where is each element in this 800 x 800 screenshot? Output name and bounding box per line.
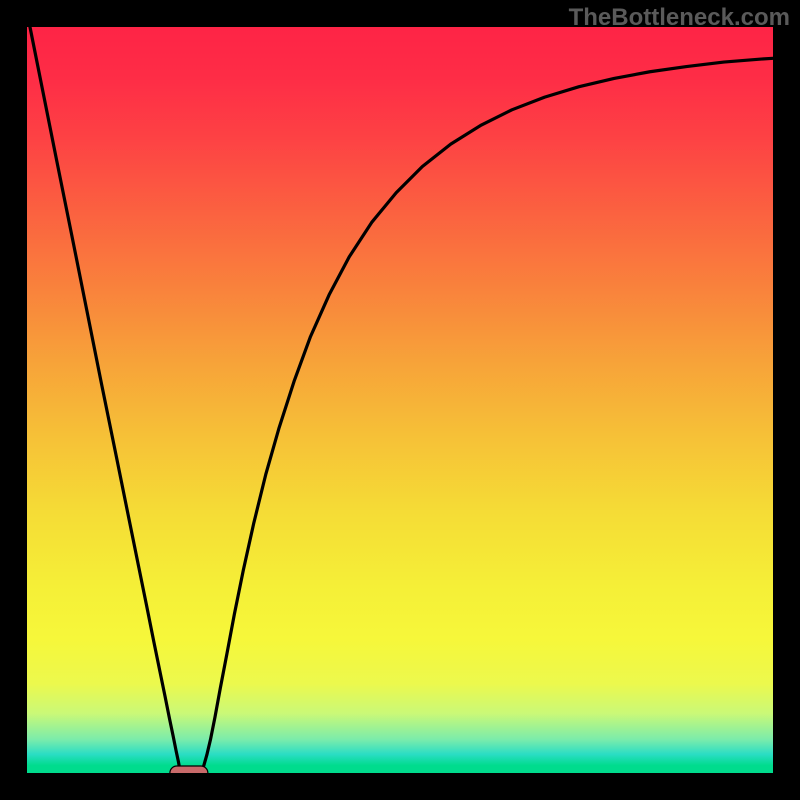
watermark-text: TheBottleneck.com [569,4,790,32]
chart-container: TheBottleneck.com [0,0,800,800]
gradient-background [27,27,773,773]
bottleneck-chart [0,0,800,800]
